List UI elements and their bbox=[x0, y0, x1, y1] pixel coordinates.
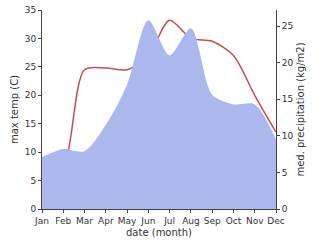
svg-text:Oct: Oct bbox=[226, 216, 242, 226]
svg-text:Jun: Jun bbox=[140, 216, 155, 226]
svg-text:0: 0 bbox=[282, 204, 288, 214]
svg-text:May: May bbox=[118, 216, 137, 226]
svg-text:0: 0 bbox=[30, 204, 36, 214]
svg-text:25: 25 bbox=[282, 21, 293, 31]
svg-text:5: 5 bbox=[282, 168, 288, 178]
svg-text:15: 15 bbox=[25, 119, 36, 129]
svg-text:15: 15 bbox=[282, 94, 293, 104]
svg-text:20: 20 bbox=[25, 90, 37, 100]
svg-text:Sep: Sep bbox=[204, 216, 221, 226]
svg-text:20: 20 bbox=[282, 58, 294, 68]
svg-text:max temp (C): max temp (C) bbox=[9, 75, 20, 144]
svg-text:Nov: Nov bbox=[246, 216, 264, 226]
svg-text:10: 10 bbox=[282, 131, 294, 141]
svg-text:25: 25 bbox=[25, 62, 36, 72]
svg-text:Dec: Dec bbox=[267, 216, 284, 226]
svg-text:Mar: Mar bbox=[76, 216, 93, 226]
svg-text:Feb: Feb bbox=[55, 216, 71, 226]
svg-text:Apr: Apr bbox=[98, 216, 114, 226]
svg-text:30: 30 bbox=[25, 34, 37, 44]
svg-text:10: 10 bbox=[25, 147, 37, 157]
svg-text:5: 5 bbox=[30, 176, 36, 186]
svg-text:Jul: Jul bbox=[163, 216, 175, 226]
svg-text:med. precipitation (kg/m2): med. precipitation (kg/m2) bbox=[295, 42, 306, 176]
svg-text:date (month): date (month) bbox=[126, 227, 192, 238]
svg-text:35: 35 bbox=[25, 5, 36, 15]
svg-text:Aug: Aug bbox=[182, 216, 200, 226]
svg-text:Jan: Jan bbox=[34, 216, 49, 226]
